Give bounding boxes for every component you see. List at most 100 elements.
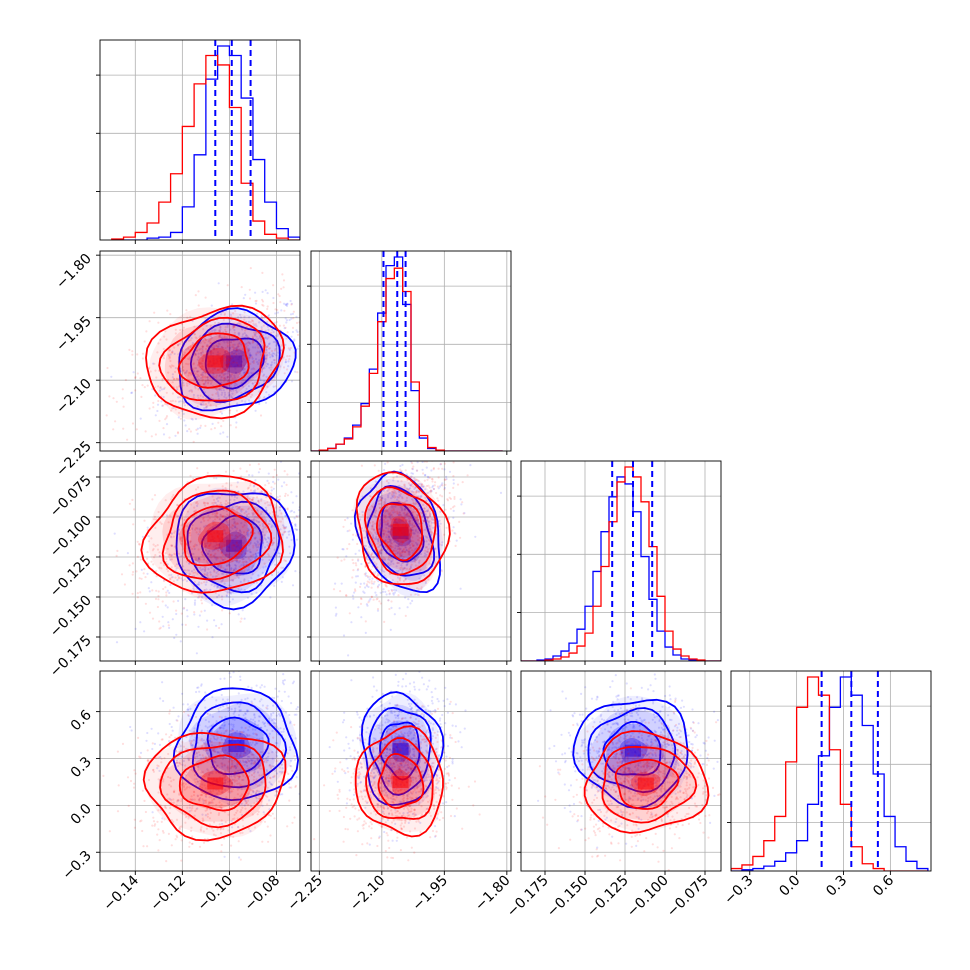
scatter-point [222, 389, 225, 392]
scatter-point [276, 514, 279, 518]
scatter-point [255, 684, 258, 687]
scatter-point [229, 529, 232, 532]
scatter-point [410, 563, 413, 566]
scatter-point [258, 317, 261, 320]
contour-red [158, 316, 266, 402]
scatter-point [229, 313, 232, 316]
scatter-point [334, 614, 337, 617]
scatter-point [234, 764, 237, 768]
scatter-point [458, 520, 461, 524]
scatter-point [188, 531, 191, 535]
scatter-point [411, 526, 414, 529]
scatter-point [235, 409, 238, 412]
scatter-point [220, 551, 223, 555]
scatter-point [462, 512, 465, 515]
scatter-point [228, 348, 231, 351]
scatter-point [148, 366, 151, 369]
scatter-point [203, 355, 206, 358]
scatter-point [415, 517, 418, 520]
scatter-point [253, 768, 256, 771]
scatter-point [255, 335, 258, 338]
scatter-point [320, 514, 322, 516]
scatter-point [409, 534, 412, 537]
scatter-point [412, 499, 415, 502]
scatter-point [204, 376, 207, 379]
scatter-point [200, 684, 203, 687]
scatter-point [285, 536, 289, 539]
scatter-point [388, 531, 391, 534]
scatter-point [234, 564, 238, 567]
scatter-point [246, 758, 249, 761]
scatter-point [250, 762, 253, 765]
scatter-point [220, 346, 223, 349]
scatter-point [398, 484, 401, 487]
scatter-point [405, 487, 408, 490]
scatter-point [158, 769, 161, 773]
scatter-point [272, 284, 275, 287]
scatter-point [220, 595, 224, 598]
scatter-point [233, 355, 236, 358]
scatter-point [225, 526, 228, 529]
scatter-point [154, 369, 157, 372]
scatter-point [195, 349, 199, 352]
scatter-point [284, 343, 287, 346]
scatter-point [264, 502, 267, 505]
scatter-point [225, 499, 228, 502]
scatter-point [182, 381, 185, 384]
scatter-point [229, 533, 232, 537]
scatter-point [213, 347, 216, 350]
scatter-point [272, 301, 275, 305]
scatter-point [231, 826, 234, 829]
scatter-point [397, 540, 400, 543]
scatter-point [219, 527, 222, 530]
scatter-point [226, 435, 229, 438]
scatter-point [281, 681, 284, 684]
scatter-point [264, 565, 267, 568]
scatter-point [261, 704, 264, 707]
scatter-point [278, 509, 281, 512]
scatter-point [202, 546, 205, 549]
scatter-point [379, 591, 382, 594]
scatter-point [272, 541, 275, 544]
scatter-point [206, 471, 209, 474]
scatter-point [301, 490, 303, 492]
scatter-point [429, 513, 432, 516]
scatter-point [225, 503, 228, 506]
scatter-point [273, 359, 277, 362]
scatter-point [404, 520, 408, 524]
scatter-point [223, 313, 226, 316]
scatter-point [382, 533, 386, 537]
scatter-point [406, 513, 409, 517]
scatter-point [244, 390, 247, 393]
scatter-point [276, 334, 279, 337]
scatter-point [400, 553, 403, 557]
scatter-point [218, 518, 221, 521]
scatter-point [246, 531, 249, 534]
scatter-point [252, 367, 255, 370]
scatter-point [257, 532, 260, 535]
scatter-point [172, 600, 175, 603]
scatter-point [203, 589, 206, 592]
scatter-point [377, 541, 380, 544]
scatter-point [238, 341, 241, 344]
scatter-point [469, 464, 472, 467]
scatter-point [132, 523, 135, 526]
scatter-point [381, 549, 384, 552]
scatter-point [246, 531, 249, 534]
scatter-point [226, 531, 229, 534]
scatter-point [205, 530, 208, 533]
scatter-point [304, 516, 306, 518]
scatter-point [383, 557, 386, 560]
scatter-point [209, 331, 212, 334]
scatter-point [179, 396, 182, 399]
scatter-point [394, 538, 397, 541]
scatter-point [267, 482, 270, 485]
scatter-point [389, 540, 392, 543]
scatter-point [200, 574, 204, 577]
scatter-point [260, 368, 264, 371]
scatter-point [199, 514, 202, 517]
scatter-point [265, 357, 268, 360]
scatter-point [382, 519, 385, 522]
scatter-point [361, 514, 364, 517]
scatter-point [205, 345, 209, 348]
